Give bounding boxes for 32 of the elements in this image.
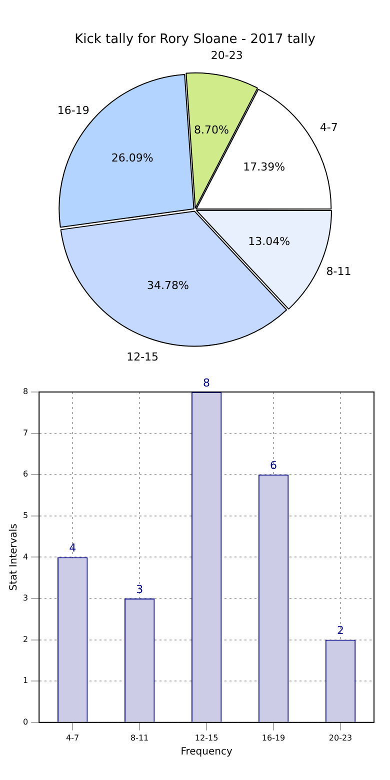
x-tick-label: 4-7 [66, 733, 80, 742]
y-tick-label: 1 [22, 676, 28, 686]
x-tick-label: 12-15 [194, 733, 218, 742]
slice-label: 8-11 [326, 265, 352, 278]
y-tick-label: 0 [22, 717, 28, 726]
data-label: 8.70% [194, 124, 229, 137]
y-tick-label: 3 [22, 594, 28, 603]
slice-label: 16-19 [57, 104, 90, 117]
x-tick-label: 16-19 [262, 733, 286, 742]
chart-title: Kick tally for Rory Sloane - 2017 tally [74, 32, 316, 48]
y-tick-label: 6 [22, 470, 28, 479]
slice-label: 12-15 [126, 350, 159, 364]
data-label: 4 [69, 542, 76, 555]
data-label: 6 [270, 458, 278, 472]
data-label: 13.04% [248, 234, 290, 248]
y-axis-title: Stat Intervals [8, 524, 20, 591]
x-axis-title: Frequency [180, 746, 232, 758]
data-label: 3 [136, 582, 144, 596]
y-tick-label: 8 [22, 387, 28, 396]
data-label: 8 [203, 376, 210, 390]
data-label: 2 [337, 624, 344, 638]
y-tick-label: 4 [22, 552, 28, 562]
y-tick-label: 7 [22, 428, 28, 438]
data-label: 34.78% [146, 278, 189, 292]
data-label: 26.09% [111, 152, 154, 165]
y-tick-label: 2 [22, 634, 28, 644]
slice-label: 4-7 [320, 121, 338, 134]
x-tick-label: 20-23 [328, 733, 352, 742]
slice-label: 20-23 [210, 49, 243, 62]
y-tick-label: 5 [22, 510, 28, 520]
data-label: 17.39% [243, 160, 286, 174]
x-tick-label: 8-11 [130, 733, 149, 742]
